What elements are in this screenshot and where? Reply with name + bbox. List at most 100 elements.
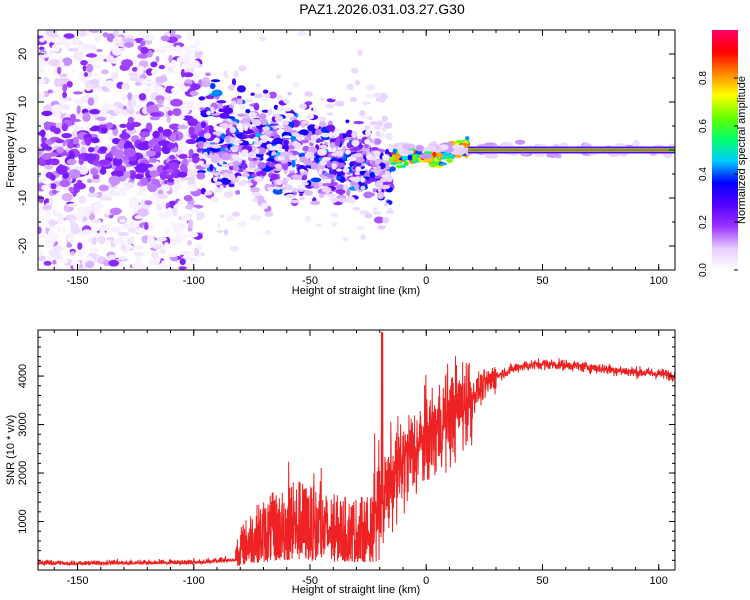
spectrogram-blob: [209, 164, 214, 172]
spectrogram-blob: [374, 175, 383, 179]
spectrogram-blob: [375, 165, 381, 171]
spectrogram-blob: [254, 140, 263, 146]
spectrogram-blob: [203, 132, 212, 139]
spectrogram-blob: [131, 67, 138, 72]
x-tick-label: -100: [183, 275, 205, 287]
spectrogram-blob: [166, 95, 172, 102]
spectrogram-blob: [315, 155, 320, 159]
spectrogram-blob: [66, 235, 74, 243]
spectrogram-blob: [78, 105, 91, 110]
spectrogram-blob: [44, 164, 54, 170]
signal-line-band: [468, 149, 675, 151]
spectrogram-blob: [106, 122, 114, 129]
spectrogram-blob: [204, 190, 213, 196]
spectrogram-blob: [55, 111, 61, 118]
spectrogram-blob: [118, 187, 131, 192]
spectrogram-blob: [238, 221, 247, 227]
colorbar-tick-label: 0.2: [698, 215, 709, 229]
spectrogram-blob: [143, 33, 155, 41]
x-tick-label: 0: [423, 575, 429, 587]
spectrogram-blob: [415, 144, 424, 152]
spectrogram-blob: [39, 177, 47, 182]
spectrogram-blob: [99, 110, 108, 119]
spectrogram-blob: [251, 112, 258, 117]
spectrogram-blob: [196, 172, 206, 180]
spectrogram-blob: [126, 121, 135, 131]
spectrogram-blob: [72, 136, 79, 145]
spectrogram-blob: [380, 178, 387, 183]
colorbar-tick-label: 0.8: [698, 71, 709, 85]
spectrogram-blob: [91, 219, 102, 224]
spectrogram-blob: [216, 223, 222, 229]
spectrogram-blob: [193, 114, 200, 120]
spectrogram-blob: [231, 211, 241, 217]
spectrogram-blob: [177, 171, 188, 178]
spectrogram-blob: [156, 203, 163, 211]
spectrogram-blob: [196, 216, 201, 221]
spectrogram-blob: [150, 61, 158, 68]
spectrogram-blob: [268, 91, 277, 99]
spectrogram-blob: [197, 251, 203, 258]
spectrogram-blob: [86, 178, 93, 184]
spectrogram-blob: [210, 106, 215, 114]
x-tick-label: 100: [650, 275, 668, 287]
x-tick-label: 50: [536, 575, 548, 587]
spectrogram-blob: [126, 108, 135, 115]
spectrogram-blob: [533, 152, 545, 157]
colorbar: 0.0 0.2 0.4 0.6 0.8 Normalized spectral ampl…: [698, 30, 748, 277]
spectrogram-blob: [167, 66, 174, 72]
spectrogram-blob: [218, 108, 226, 113]
spectrogram-blob: [201, 80, 211, 88]
spectrogram-blob: [140, 40, 146, 46]
spectrogram-blob: [311, 181, 321, 190]
spectrogram-blob: [86, 63, 93, 73]
spectrogram-blob: [186, 172, 197, 177]
spectrogram-blob: [455, 140, 463, 144]
spectrogram-blob: [221, 122, 229, 129]
spectrogram-blob: [328, 131, 333, 139]
spectrogram-blob: [326, 160, 332, 168]
spectrogram-blob: [258, 113, 267, 120]
spectrogram-blob: [375, 97, 381, 102]
spectrogram-blob: [148, 139, 154, 149]
spectrogram-blob: [264, 230, 272, 235]
spectrogram-blob: [127, 116, 134, 124]
spectrogram-blob: [56, 146, 64, 154]
spectrogram-blob: [157, 189, 164, 196]
spectrogram-blob: [68, 187, 75, 192]
spectrogram-blob: [237, 95, 242, 99]
spectrogram-blob: [373, 216, 385, 224]
spectrogram-blob: [78, 158, 84, 165]
spectrogram-blob: [62, 91, 68, 99]
spectrogram-blob: [310, 177, 322, 183]
spectrogram-blob: [393, 154, 401, 160]
spectrogram-blob: [423, 158, 434, 163]
spectrogram-blob: [361, 151, 368, 155]
spectrogram-blob: [117, 237, 126, 245]
spectrogram-blob: [259, 135, 268, 140]
spectrogram-blob: [39, 61, 45, 70]
spectrogram-blob: [262, 89, 269, 94]
spectrogram-blob: [119, 132, 131, 140]
spectrogram-blob: [174, 79, 184, 88]
spectrogram-blob: [153, 85, 164, 93]
y-tick-label: 10: [17, 96, 29, 108]
y-tick-label: 4000: [17, 364, 29, 388]
spectrogram-blob: [250, 186, 260, 193]
spectrogram-blob: [301, 182, 309, 186]
spectrogram-blob: [88, 146, 95, 153]
spectrogram-blob: [156, 99, 164, 105]
spectrogram-blob: [194, 49, 202, 59]
spectrogram-blob: [267, 108, 273, 116]
spectrogram-blob: [363, 191, 374, 199]
spectrogram-blob: [138, 93, 147, 101]
spectrogram-blob: [364, 125, 371, 130]
spectrogram-blob: [330, 221, 339, 226]
spectrogram-blob: [112, 57, 120, 61]
spectrogram-blob: [250, 92, 255, 96]
spectrogram-blob: [382, 217, 390, 224]
spectrogram-blob: [84, 137, 92, 146]
spectrogram-blob: [238, 65, 247, 72]
spectrogram-blob: [331, 152, 340, 157]
spectrogram-blob: [42, 204, 52, 211]
